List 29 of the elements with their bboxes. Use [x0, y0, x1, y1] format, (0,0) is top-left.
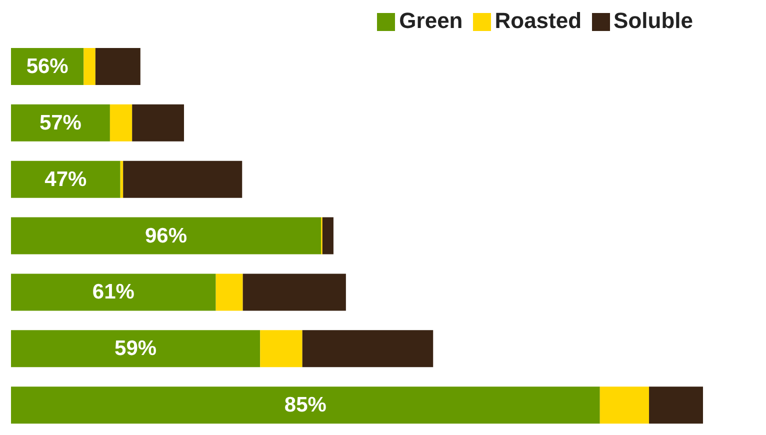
annotation: 85% — [284, 394, 327, 417]
bar — [11, 386, 600, 424]
bar — [11, 274, 216, 311]
bar — [242, 274, 346, 311]
bar — [110, 104, 132, 142]
bar — [260, 330, 302, 368]
annotation: 61% — [92, 280, 135, 304]
bar — [11, 104, 110, 142]
legend-label: Green — [399, 8, 463, 33]
bar — [649, 386, 703, 424]
bar — [132, 104, 184, 142]
bar — [322, 217, 334, 254]
annotation: 47% — [44, 168, 88, 191]
bar — [95, 48, 140, 85]
annotation: 57% — [39, 111, 82, 134]
annotation: 96% — [144, 224, 188, 248]
bar — [11, 217, 322, 254]
bar — [123, 160, 242, 198]
bar — [11, 160, 120, 198]
legend-label: Roasted — [494, 8, 582, 33]
bar — [84, 48, 96, 85]
bar — [216, 274, 243, 311]
annotation: 56% — [26, 55, 69, 78]
bar — [302, 330, 434, 368]
bar — [120, 160, 124, 198]
annotation: 59% — [114, 337, 157, 360]
bar — [600, 386, 650, 424]
bar — [11, 330, 260, 368]
legend-label: Soluble — [614, 8, 693, 33]
